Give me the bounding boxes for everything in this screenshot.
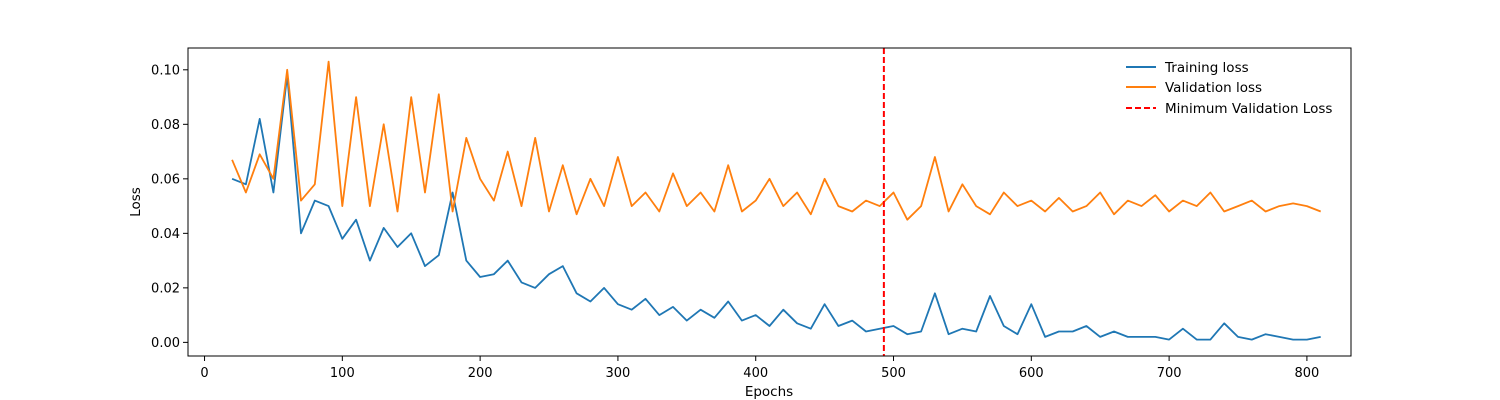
y-tick-label: 0.06: [151, 172, 180, 187]
legend-label-validation: Validation loss: [1165, 80, 1262, 96]
y-tick-label: 0.00: [151, 336, 180, 351]
x-tick-label: 500: [881, 366, 906, 381]
x-tick-label: 700: [1157, 366, 1182, 381]
y-axis-title: Loss: [128, 187, 144, 217]
legend-label-training: Training loss: [1164, 60, 1249, 76]
legend: Training loss Validation loss Minimum Va…: [1126, 60, 1332, 117]
x-tick-label: 600: [1019, 366, 1044, 381]
x-axis: 0 100 200 300 400 500 600 700 800: [200, 356, 1319, 381]
training-loss-line: [231, 74, 1321, 341]
validation-loss-line: [231, 60, 1322, 221]
axes-frame: [187, 47, 1352, 357]
x-tick-label: 300: [606, 366, 631, 381]
y-tick-label: 0.10: [151, 63, 180, 78]
x-tick-label: 400: [743, 366, 768, 381]
x-tick-label: 800: [1294, 366, 1319, 381]
y-tick-label: 0.04: [151, 227, 180, 242]
x-tick-label: 100: [330, 366, 355, 381]
x-tick-label: 0: [200, 366, 208, 381]
plot-content: [231, 48, 1322, 356]
legend-label-minimum: Minimum Validation Loss: [1165, 101, 1332, 117]
y-tick-label: 0.08: [151, 118, 180, 133]
y-axis: 0.00 0.02 0.04 0.06 0.08 0.10: [151, 63, 188, 351]
x-axis-title: Epochs: [745, 384, 793, 400]
x-tick-label: 200: [468, 366, 493, 381]
y-tick-label: 0.02: [151, 281, 180, 296]
